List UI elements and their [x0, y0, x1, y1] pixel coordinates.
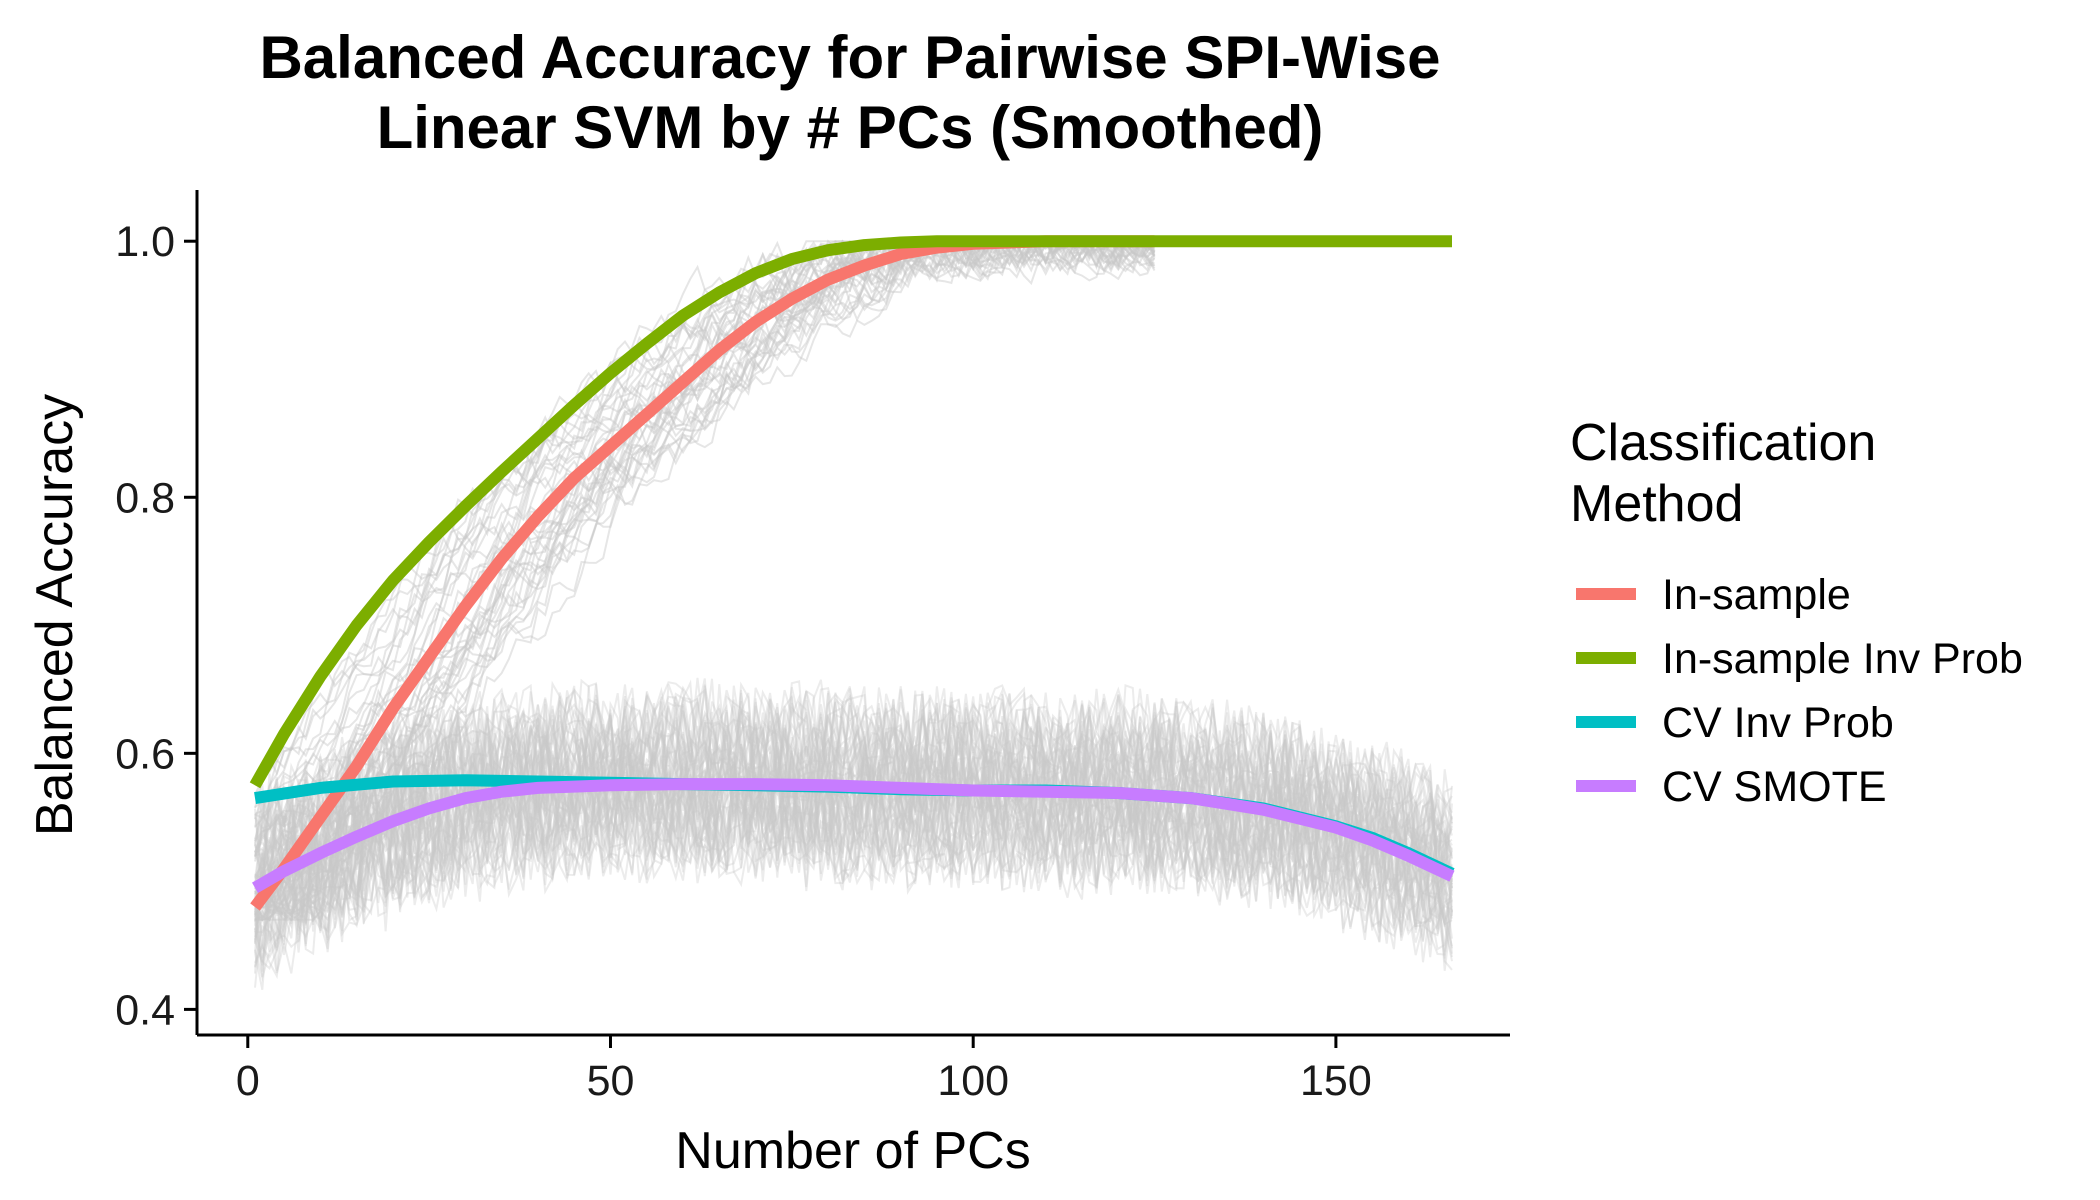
background-line	[254, 771, 1453, 968]
chart-title-line-2: Linear SVM by # PCs (Smoothed)	[377, 94, 1324, 161]
legend-title-line-1: Classification	[1570, 414, 1876, 472]
background-line	[254, 677, 1453, 890]
background-line	[254, 748, 1453, 932]
y-axis-label: Balanced Accuracy	[26, 394, 84, 836]
x-tick-label: 0	[236, 1057, 260, 1105]
legend-label: CV Inv Prob	[1662, 699, 1894, 747]
background-line	[254, 239, 1155, 912]
legend-label: In-sample Inv Prob	[1662, 635, 2023, 683]
background-line	[254, 761, 1453, 952]
background-line	[254, 239, 1156, 916]
x-tick-label: 150	[1300, 1057, 1372, 1105]
series-line-2	[249, 235, 1452, 789]
background-line	[254, 760, 1453, 974]
background-line	[254, 769, 1453, 971]
chart-title-line-1: Balanced Accuracy for Pairwise SPI-Wise	[259, 24, 1440, 91]
background-line	[254, 750, 1453, 952]
background-line	[254, 693, 1453, 870]
background-line	[254, 681, 1453, 888]
x-axis-label: Number of PCs	[675, 1122, 1030, 1180]
background-line	[254, 724, 1453, 918]
background-line	[254, 737, 1453, 954]
y-tick-label: 0.6	[115, 730, 175, 778]
background-line	[254, 772, 1453, 972]
background-line	[254, 729, 1453, 917]
background-line	[254, 239, 1156, 902]
background-line	[254, 755, 1453, 949]
background-line	[254, 749, 1453, 946]
y-tick-label: 1.0	[115, 218, 175, 266]
background-line	[254, 779, 1453, 974]
background-line	[254, 770, 1453, 978]
background-line	[254, 239, 1156, 808]
background-line	[254, 688, 1453, 879]
background-line	[254, 774, 1453, 990]
background-line	[254, 719, 1453, 919]
background-line	[254, 239, 1156, 915]
y-tick-label: 0.8	[115, 474, 175, 522]
y-tick-label: 0.4	[115, 986, 175, 1034]
background-line	[254, 682, 1453, 895]
background-line	[254, 239, 1155, 923]
background-line	[254, 240, 1155, 796]
background-line	[254, 751, 1453, 942]
background-line	[254, 751, 1453, 963]
background-line	[254, 239, 1156, 921]
background-line	[254, 771, 1453, 982]
background-line	[254, 679, 1453, 883]
background-line	[254, 774, 1453, 980]
background-lines	[254, 238, 1453, 990]
legend-label: CV SMOTE	[1662, 763, 1887, 811]
y-axis-ticks: 0.4 0.6 0.8 1.0	[115, 218, 197, 1034]
background-line	[254, 698, 1453, 892]
background-line	[254, 698, 1453, 909]
x-axis-ticks: 0 50 100 150	[236, 1035, 1372, 1105]
legend-label: In-sample	[1662, 571, 1851, 619]
background-line	[254, 740, 1453, 940]
series-line-4	[252, 778, 1455, 893]
background-line	[254, 714, 1453, 922]
background-line	[254, 756, 1453, 958]
background-line	[254, 767, 1453, 962]
background-line	[254, 705, 1453, 904]
x-tick-label: 50	[587, 1057, 635, 1105]
background-line	[254, 239, 1155, 913]
background-line	[254, 683, 1453, 889]
legend-title-line-2: Method	[1570, 475, 1743, 533]
legend: Classification Method In-sample In-sample…	[1570, 414, 2023, 811]
series-layer	[249, 235, 1455, 911]
background-line	[254, 240, 1156, 918]
background-line	[254, 733, 1453, 925]
x-tick-label: 100	[937, 1057, 1009, 1105]
background-line	[254, 239, 1156, 921]
background-line	[254, 240, 1156, 922]
background-line	[254, 696, 1453, 889]
background-line	[254, 750, 1453, 954]
background-line	[254, 689, 1453, 884]
background-line	[254, 700, 1453, 896]
